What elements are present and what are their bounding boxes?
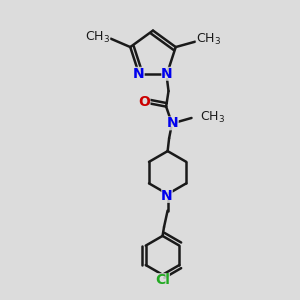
Text: N: N [133,67,145,81]
Text: CH$_3$: CH$_3$ [196,32,221,47]
Text: Cl: Cl [155,273,170,287]
Text: CH$_3$: CH$_3$ [200,110,226,124]
Text: O: O [139,95,151,109]
Text: CH$_3$: CH$_3$ [85,30,110,45]
Text: N: N [167,116,179,130]
Text: N: N [161,67,173,81]
Text: N: N [161,189,173,203]
